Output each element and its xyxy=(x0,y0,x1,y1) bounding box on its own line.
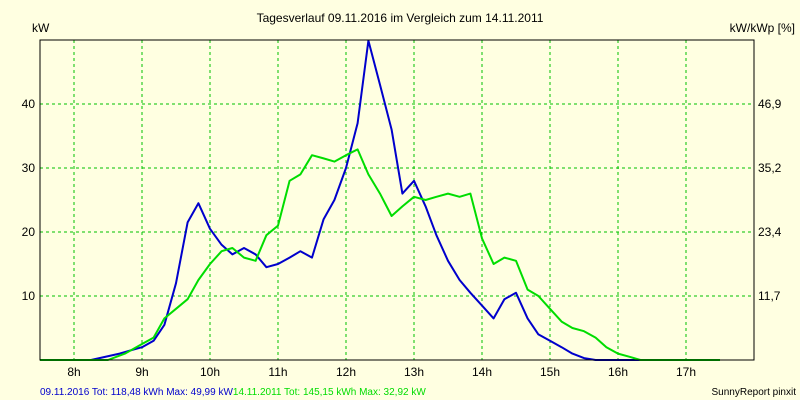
x-tick-label: 12h xyxy=(336,365,356,379)
y-tick-label-right: 23,4 xyxy=(758,225,782,239)
x-tick-label: 14h xyxy=(472,365,492,379)
legend-entry-2: 14.11.2011 Tot: 145,15 kWh Max: 32,92 kW xyxy=(233,387,426,398)
x-tick-label: 15h xyxy=(540,365,560,379)
y-tick-label-right: 11,7 xyxy=(758,289,781,303)
legend: 09.11.2016 Tot: 118,48 kWh Max: 49,99 kW… xyxy=(40,387,426,398)
series-layer xyxy=(40,39,720,361)
legend-entry-1: 09.11.2016 Tot: 118,48 kWh Max: 49,99 kW xyxy=(40,387,233,398)
y-tick-label-left: 10 xyxy=(22,289,36,303)
y-tick-label-left: 40 xyxy=(22,97,36,111)
y-tick-label-left: 20 xyxy=(22,225,36,239)
series-line-1 xyxy=(40,39,652,361)
x-tick-label: 9h xyxy=(135,365,148,379)
series-line-2 xyxy=(40,148,720,361)
y-axis-label-right: kW/kWp [%] xyxy=(730,21,795,35)
x-tick-label: 10h xyxy=(200,365,220,379)
x-tick-label: 8h xyxy=(67,365,80,379)
x-tick-label: 11h xyxy=(268,365,287,379)
footer-credit: SunnyReport pinxit xyxy=(712,387,797,398)
y-tick-label-right: 46,9 xyxy=(758,97,782,111)
x-tick-label: 16h xyxy=(608,365,628,379)
y-tick-label-left: 30 xyxy=(22,161,36,175)
tick-labels: 8h 9h 10h 11h 12h 13h 14h 15h 16h 17h 10 20 30 40 11,7… xyxy=(22,97,782,379)
x-tick-label: 13h xyxy=(404,365,424,379)
x-tick-label: 17h xyxy=(676,365,696,379)
y-tick-label-right: 35,2 xyxy=(758,161,782,175)
plot-frame xyxy=(39,39,755,361)
y-axis-label-left: kW xyxy=(32,21,50,35)
chart-title: Tagesverlauf 09.11.2016 im Vergleich zum… xyxy=(257,11,544,25)
